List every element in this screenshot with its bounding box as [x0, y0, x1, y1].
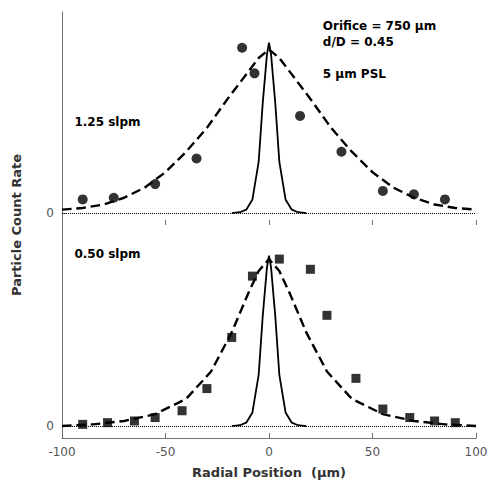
svg-text:1.25 slpm: 1.25 slpm: [74, 115, 140, 129]
svg-text:Particle Count Rate: Particle Count Rate: [9, 154, 24, 296]
svg-text:50: 50: [365, 445, 380, 459]
svg-text:Orifice = 750 μm: Orifice = 750 μm: [323, 19, 436, 33]
svg-text:5 μm PSL: 5 μm PSL: [323, 67, 386, 81]
svg-text:Radial Position (μm): Radial Position (μm): [192, 465, 346, 480]
svg-text:100: 100: [465, 445, 488, 459]
svg-text:0: 0: [46, 206, 54, 220]
svg-text:-50: -50: [156, 445, 176, 459]
svg-text:0: 0: [265, 445, 273, 459]
svg-text:0: 0: [46, 419, 54, 433]
svg-text:0.50 slpm: 0.50 slpm: [74, 247, 140, 261]
svg-text:-100: -100: [48, 445, 75, 459]
svg-text:d/D = 0.45: d/D = 0.45: [323, 35, 394, 49]
